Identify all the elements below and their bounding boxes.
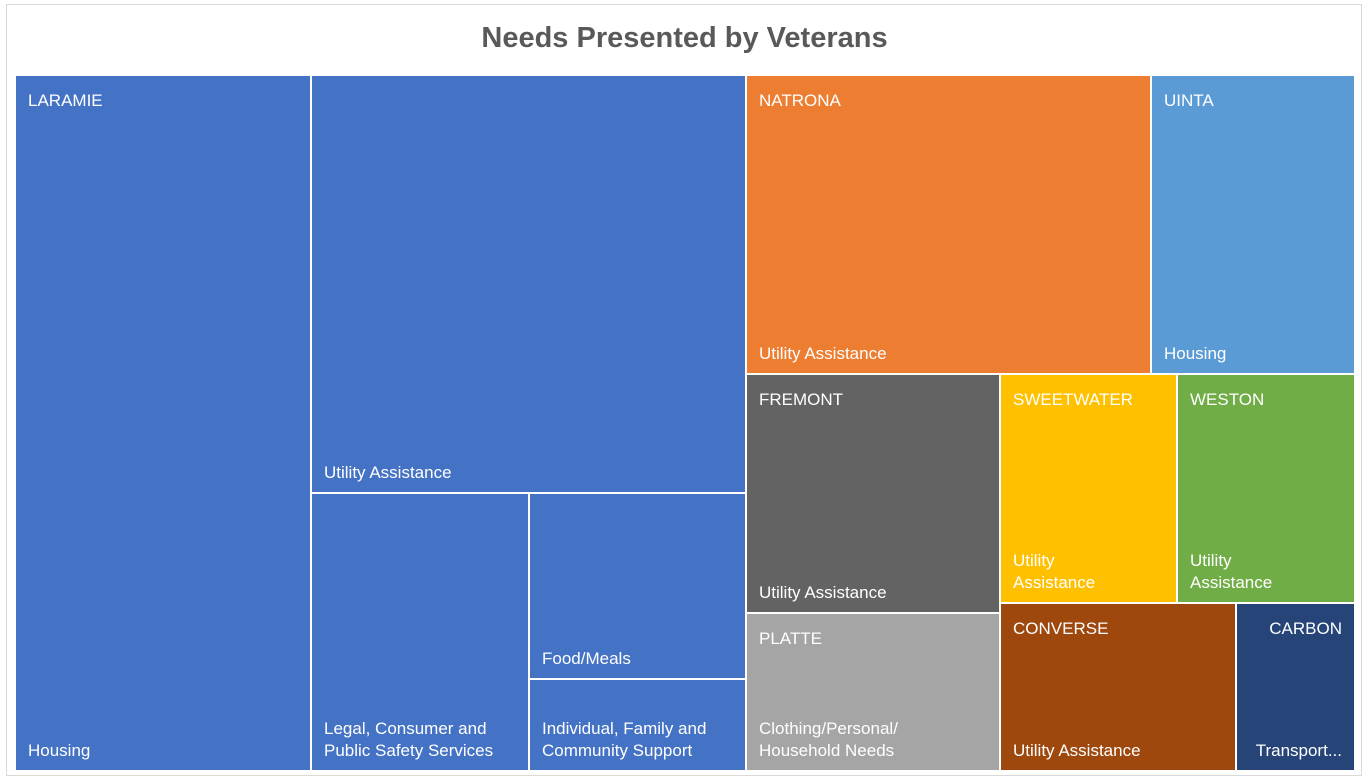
item-label-fremont-utility-assistance: Utility Assistance	[759, 583, 887, 602]
group-label-platte: PLATTE	[759, 629, 822, 648]
group-label-converse: CONVERSE	[1013, 619, 1108, 638]
tile-uinta-housing	[1152, 76, 1354, 373]
tile-natrona-utility-assistance	[747, 76, 1150, 373]
item-label-sweetwater-utility-assistance-line-2: Assistance	[1013, 573, 1095, 592]
tile-laramie-housing	[16, 76, 310, 770]
tile-fremont-utility-assistance	[747, 375, 999, 612]
item-label-platte-clothing-personal-household-needs-line-1: Clothing/Personal/	[759, 719, 898, 738]
tile-laramie-utility-assistance	[312, 76, 745, 492]
item-label-laramie-legal-consumer-and-public-safety-services-line-2: Public Safety Services	[324, 741, 493, 760]
item-label-laramie-legal-consumer-and-public-safety-services-line-1: Legal, Consumer and	[324, 719, 487, 738]
item-label-laramie-housing: Housing	[28, 741, 90, 760]
group-label-uinta: UINTA	[1164, 91, 1214, 110]
item-label-laramie-individual-family-and-community-support-line-2: Community Support	[542, 741, 693, 760]
item-label-weston-utility-assistance-line-2: Assistance	[1190, 573, 1272, 592]
group-label-laramie: LARAMIE	[28, 91, 103, 110]
item-label-weston-utility-assistance-line-1: Utility	[1190, 551, 1232, 570]
item-label-laramie-utility-assistance: Utility Assistance	[324, 463, 452, 482]
item-label-platte-clothing-personal-household-needs-line-2: Household Needs	[759, 741, 894, 760]
group-label-fremont: FREMONT	[759, 390, 843, 409]
group-label-natrona: NATRONA	[759, 91, 842, 110]
group-label-weston: WESTON	[1190, 390, 1264, 409]
item-label-uinta-housing: Housing	[1164, 344, 1226, 363]
group-label-sweetwater: SWEETWATER	[1013, 390, 1133, 409]
item-label-carbon-transport: Transport...	[1256, 741, 1342, 760]
group-label-carbon: CARBON	[1269, 619, 1342, 638]
item-label-laramie-food-meals: Food/Meals	[542, 649, 631, 668]
item-label-natrona-utility-assistance: Utility Assistance	[759, 344, 887, 363]
item-label-laramie-individual-family-and-community-support-line-1: Individual, Family and	[542, 719, 706, 738]
item-label-sweetwater-utility-assistance-line-1: Utility	[1013, 551, 1055, 570]
item-label-converse-utility-assistance: Utility Assistance	[1013, 741, 1141, 760]
